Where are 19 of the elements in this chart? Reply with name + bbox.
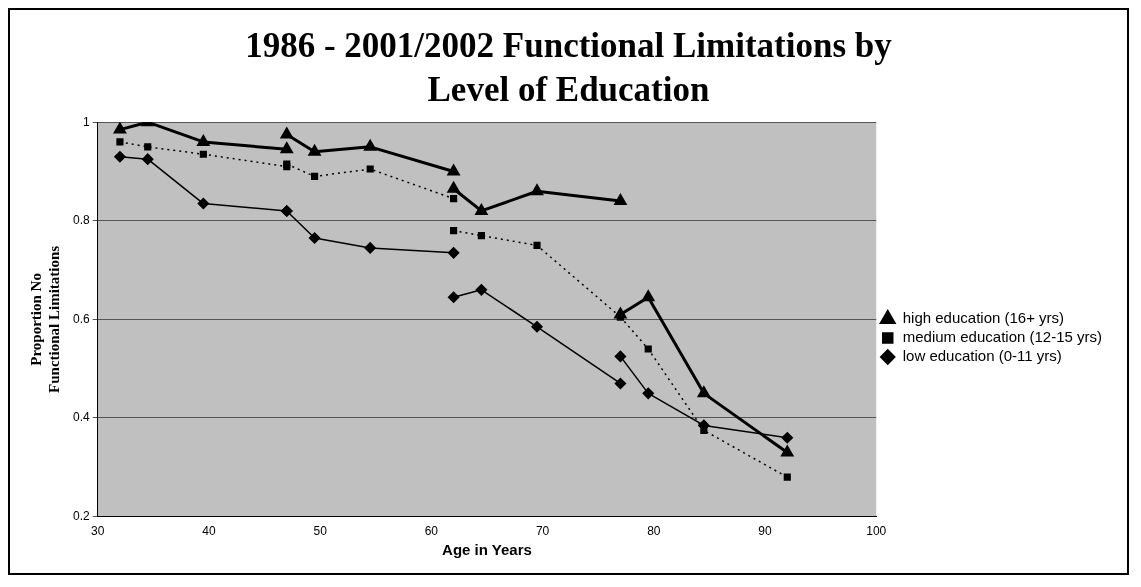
chart-title: 1986 - 2001/2002 Functional Limitations by Level of Education xyxy=(244,25,893,111)
x-tick-label: 40 xyxy=(202,524,216,539)
y-tick-label: 0.8 xyxy=(72,213,90,228)
x-tick-label: 60 xyxy=(424,524,439,539)
x-tick-label: 90 xyxy=(758,524,773,539)
legend-label: low education (0-11 yrs) xyxy=(902,347,1062,365)
x-tick-label: 80 xyxy=(647,524,661,539)
x-axis-title: Age in Years xyxy=(442,541,532,559)
y-tick-label: 1 xyxy=(82,114,90,129)
y-tick-label: 0.4 xyxy=(72,410,90,425)
x-tick-label: 50 xyxy=(313,524,328,539)
x-tick-label: 30 xyxy=(91,524,105,539)
x-tick-label: 70 xyxy=(535,524,550,539)
legend-label: high education (16+ yrs) xyxy=(902,309,1065,327)
y-tick-label: 0.2 xyxy=(72,508,90,523)
y-axis-title: Proportion No Functional Limitations xyxy=(27,245,62,393)
y-tick-label: 0.6 xyxy=(72,311,90,326)
legend-label: medium education (12-15 yrs) xyxy=(902,328,1103,346)
x-tick-label: 100 xyxy=(866,524,887,539)
